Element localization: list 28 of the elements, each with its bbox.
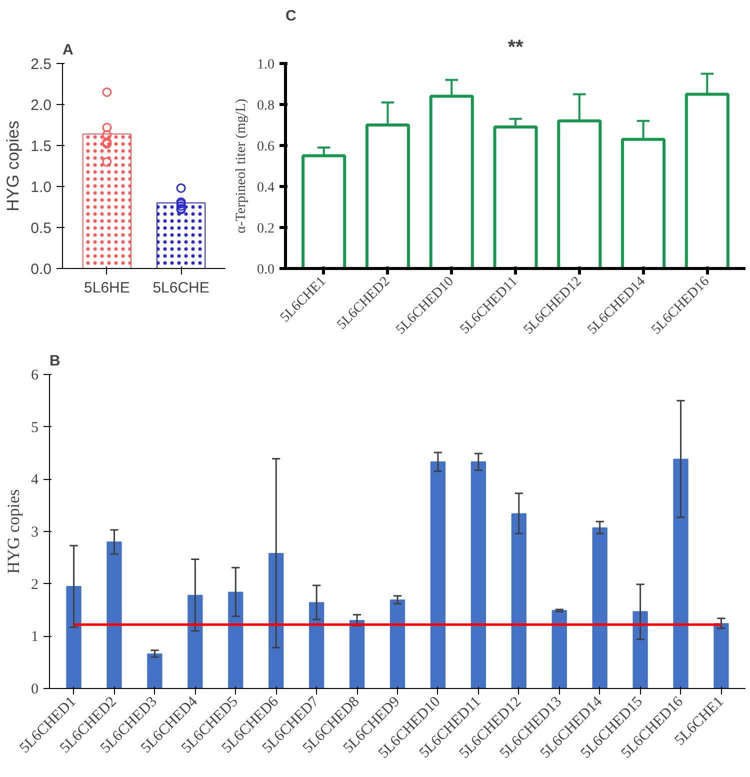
y-tick-label: 1	[31, 629, 38, 646]
chart-title: A	[62, 42, 74, 58]
y-tick-label: 1.0	[257, 58, 274, 72]
y-tick-label: 0.8	[257, 98, 274, 114]
text: **	[508, 36, 524, 58]
y-tick-label: 2.5	[30, 56, 52, 73]
y-axis-title: HYG copies	[4, 120, 23, 212]
y-tick-label: 0	[31, 682, 38, 698]
y-tick-label: 2.0	[30, 97, 52, 114]
y-tick-label: 5	[31, 420, 38, 436]
y-axis-title: α-Terpineol titer (mg/L)	[234, 98, 249, 234]
y-tick-label: 3	[31, 524, 38, 540]
y-tick-label: 0.5	[30, 220, 52, 237]
chart-title: B	[50, 352, 60, 370]
x-tick-label: 5L6CHE	[152, 280, 210, 296]
x-tick-label: 5L6HE	[84, 280, 130, 296]
y-tick-label: 6	[31, 368, 39, 384]
y-tick-label: 0.0	[257, 262, 274, 278]
y-axis-title: HYG copies	[4, 489, 23, 574]
chart-title: C	[286, 8, 296, 24]
y-tick-label: 0.0	[30, 261, 52, 278]
y-tick-label: 0.4	[257, 180, 274, 196]
y-tick-label: 0.2	[257, 222, 274, 236]
y-tick-label: 4	[31, 472, 39, 488]
y-tick-label: 1.0	[30, 179, 52, 196]
y-tick-label: 2	[31, 576, 38, 593]
y-tick-label: 1.5	[30, 138, 52, 155]
y-tick-label: 0.6	[257, 140, 274, 154]
